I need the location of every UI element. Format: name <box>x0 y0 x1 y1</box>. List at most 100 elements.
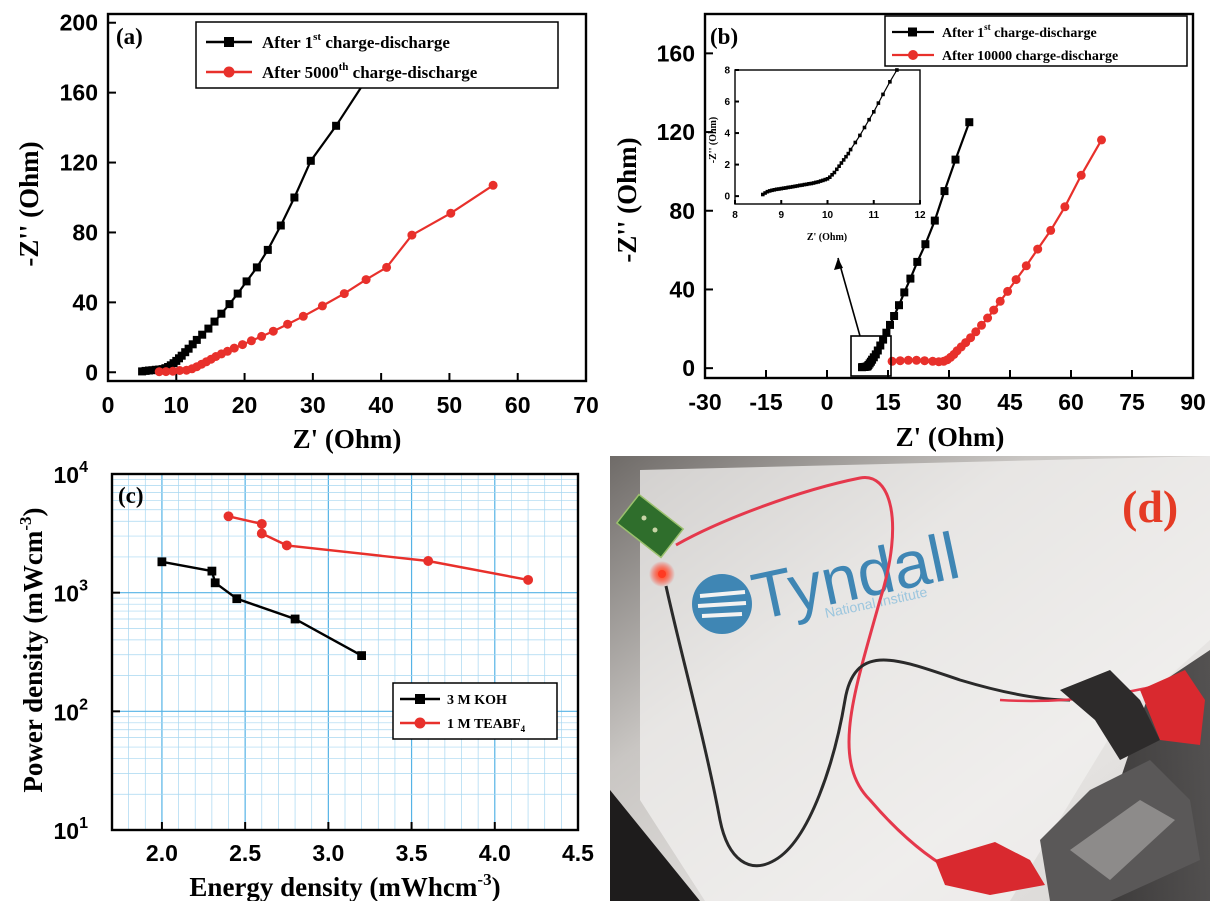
inset-point-42 <box>862 125 867 130</box>
panel-c-x-tick-label-4: 3.5 <box>396 840 428 866</box>
inset-point-1 <box>761 192 765 197</box>
panel-b-series-2-point-28 <box>1097 135 1106 145</box>
inset-point-2 <box>763 191 767 195</box>
panel-b-series-1-point-23 <box>921 240 930 249</box>
panel-a-y-tick-label-6: 200 <box>60 10 98 36</box>
panel-a-x-axis-title: Z' (Ohm) <box>293 424 402 454</box>
panel-a-plot-frame <box>106 12 588 383</box>
panel-b-series-1-point-17 <box>886 320 894 329</box>
legend-marker-a-series-2 <box>223 66 235 78</box>
inset-point-22 <box>809 181 814 186</box>
panel-c-series-1-point-3 <box>210 578 220 588</box>
panel-a-series-2-point-13 <box>223 346 232 356</box>
panel-b-inset-data <box>761 68 899 197</box>
panel-c-series-1-point-2 <box>207 566 217 576</box>
inset-y-tick-label-1: 0 <box>724 192 730 203</box>
legend-label-a-series-1: After 1st charge-discharge <box>262 31 450 52</box>
panel-c-legend-box <box>392 682 558 740</box>
inset-point-24 <box>814 180 818 185</box>
panel-b-series-1-point-24 <box>930 216 939 225</box>
panel-b-series-1-point-22 <box>913 257 922 266</box>
panel-b-inset-frame <box>734 69 921 205</box>
tyndall-logo-stripes <box>697 590 747 618</box>
photo-metal-clip-highlight <box>1070 800 1175 880</box>
panel-a-y-tick-label-3: 80 <box>72 219 98 245</box>
panel-a-series-1-point-30 <box>306 156 315 165</box>
panel-c-series-1-point-5 <box>290 614 300 624</box>
inset-point-4 <box>767 189 772 193</box>
panel-b-series-2-point-5 <box>920 356 930 366</box>
photo-black-clip <box>1060 670 1160 760</box>
panel-b-zoom-box <box>850 335 892 377</box>
panel-b-inset-ticks: 8 9 10 11 12 0 2 4 6 8 <box>724 66 926 222</box>
panel-a-y-axis-title: -Z'' (Ohm) <box>14 141 44 266</box>
panel-c-x-tick-label-5: 4.0 <box>479 840 511 866</box>
legend-marker-c-series-1 <box>415 694 425 704</box>
panel-b-zoom-arrow-head <box>834 258 843 270</box>
panel-c-ticks: 2.0 2.5 3.0 3.5 4.0 4.5 101 102 103 104 <box>54 459 595 866</box>
inset-point-12 <box>786 185 790 190</box>
panel-c-y-tick-label-4: 104 <box>54 459 89 488</box>
panel-c-y-axis-title: Power density (mWcm-3) <box>16 507 48 792</box>
panel-a-series-2-point-21 <box>317 301 327 311</box>
panel-c: 2.0 2.5 3.0 3.5 4.0 4.5 101 102 103 104 (c) 3 M K… <box>16 459 594 901</box>
inset-point-14 <box>791 184 795 189</box>
inset-point-9 <box>779 186 784 191</box>
photo-circuit-board <box>615 493 685 559</box>
inset-point-18 <box>800 183 804 187</box>
legend-label-b-series-1: After 1st charge-discharge <box>942 22 1097 41</box>
panel-b-series-2-point-24 <box>1033 244 1043 254</box>
inset-point-41 <box>858 133 862 138</box>
panel-c-y-tick-label-2: 102 <box>54 696 89 725</box>
panel-a-series-1-point-23 <box>225 300 234 309</box>
panel-a-series-1-point-25 <box>242 277 251 286</box>
panel-b-data <box>858 118 1106 372</box>
panel-a-series-1-point-22 <box>217 309 226 318</box>
panel-b-x-tick-label-9: 90 <box>1180 389 1206 415</box>
panel-b-x-axis-title: Z' (Ohm) <box>896 422 1005 452</box>
panel-c-data <box>157 511 534 660</box>
panel-b-series-1-point-15 <box>879 335 888 344</box>
panel-c-grid <box>112 474 578 831</box>
panel-b-series-2-point-2 <box>895 356 905 366</box>
inset-point-34 <box>837 164 841 168</box>
inset-point-7 <box>774 187 779 192</box>
panel-d-photo: Tyndall National Institute (d) <box>610 456 1210 901</box>
panel-b-series-1-point-27 <box>965 118 974 127</box>
panel-c-legend: 3 M KOH 1 M TEABF4 <box>392 682 558 740</box>
panel-b-series-2-point-25 <box>1046 225 1056 235</box>
inset-point-27 <box>821 178 825 183</box>
panel-a-x-tick-label-8: 70 <box>573 392 599 418</box>
inset-point-43 <box>867 117 871 122</box>
legend-marker-b-series-1 <box>908 27 917 37</box>
panel-b-series-2-point-1 <box>887 356 897 366</box>
panel-a-series-1-point-31 <box>332 121 341 130</box>
panel-a-series-1-point-18 <box>192 335 201 344</box>
panel-b-y-tick-label-3: 80 <box>669 198 695 224</box>
inset-point-5 <box>770 188 774 193</box>
legend-marker-a-series-1 <box>224 37 234 47</box>
panel-b-inset-background <box>735 70 920 204</box>
panel-a-series-2-point-14 <box>229 343 239 353</box>
photo-board-pad-1 <box>641 515 647 521</box>
inset-point-44 <box>872 110 876 114</box>
panel-a-ticks: 0 10 20 30 40 50 60 70 0 40 80 120 160 200 <box>60 10 599 418</box>
panel-b-series-2-point-23 <box>1021 261 1031 271</box>
panel-b-series-1-point-20 <box>900 288 909 297</box>
inset-point-35 <box>839 161 844 165</box>
photo-board-pad-2 <box>652 527 658 533</box>
panel-b-series-1-point-18 <box>890 312 899 320</box>
panel-c-x-tick-label-3: 3.0 <box>312 840 344 866</box>
inset-x-tick-label-5: 12 <box>914 210 926 221</box>
panel-a-series-1-point-20 <box>204 324 213 333</box>
inset-point-47 <box>888 80 892 84</box>
panel-a-x-tick-label-7: 60 <box>505 392 531 418</box>
panel-b-x-tick-label-8: 75 <box>1119 389 1145 415</box>
inset-point-45 <box>876 101 881 105</box>
panel-b-series-1-point-26 <box>951 155 960 164</box>
panel-b-series-2-point-18 <box>983 313 993 323</box>
panel-b-x-tick-label-3: 0 <box>821 389 834 415</box>
panel-a-series-1-point-27 <box>263 245 272 254</box>
panel-c-plot-frame <box>110 472 580 832</box>
